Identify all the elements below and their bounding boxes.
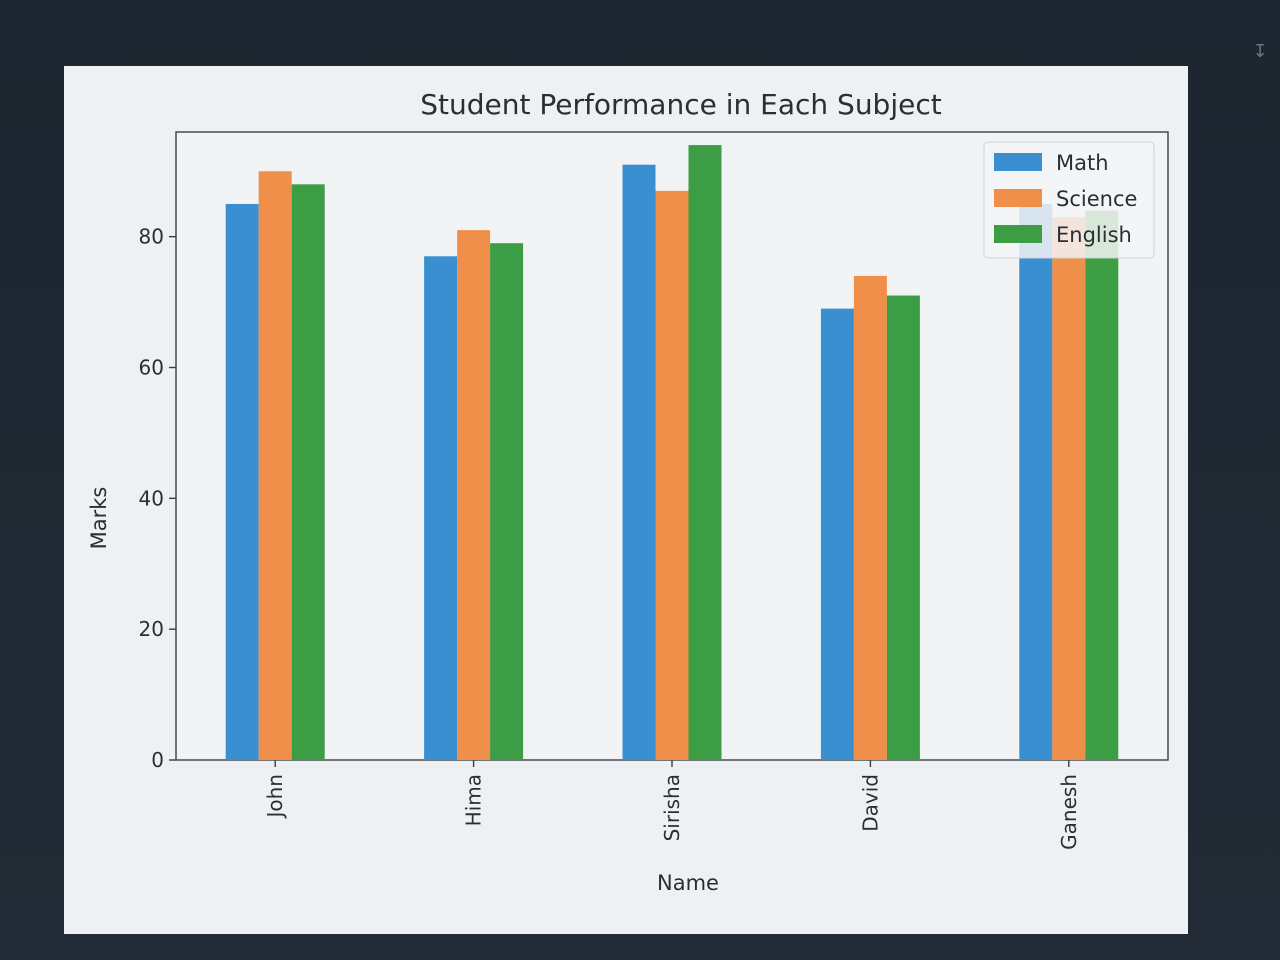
bar-math-david — [820, 308, 854, 760]
y-tick-label: 80 — [139, 225, 164, 249]
bar-english-sirisha — [688, 145, 722, 760]
y-tick-label: 20 — [139, 617, 164, 641]
bar-english-john — [291, 184, 325, 760]
bar-science-sirisha — [655, 190, 689, 760]
bar-science-ganesh — [1052, 217, 1086, 760]
bar-english-david — [886, 295, 920, 760]
download-icon[interactable]: ↧ — [1252, 41, 1268, 62]
legend-swatch-math — [994, 153, 1042, 171]
x-axis-label: Name — [657, 871, 719, 895]
bar-science-john — [258, 171, 292, 760]
legend-label-science: Science — [1056, 187, 1137, 211]
bar-math-john — [225, 203, 259, 761]
legend-swatch-english — [994, 225, 1042, 243]
legend-label-english: English — [1056, 223, 1132, 247]
bar-english-hima — [490, 243, 524, 761]
bar-science-hima — [457, 230, 491, 760]
x-tick-label: John — [263, 774, 287, 820]
bar-math-ganesh — [1019, 203, 1053, 761]
y-tick-label: 40 — [139, 486, 164, 510]
bar-chart: Student Performance in Each Subject Mark… — [87, 88, 1169, 895]
plot-area: 0 20 40 60 80 John Hima Sirisha David Ganesh Math S… — [139, 131, 1169, 850]
y-tick-label: 60 — [139, 356, 164, 380]
legend-swatch-science — [994, 189, 1042, 207]
y-axis-label: Marks — [87, 487, 111, 550]
bar-math-hima — [424, 256, 458, 760]
chart-figure: Student Performance in Each Subject Mark… — [64, 66, 1188, 934]
bar-math-sirisha — [622, 164, 656, 760]
bar-science-david — [853, 275, 887, 760]
y-tick-label: 0 — [151, 748, 164, 772]
bar-english-ganesh — [1085, 210, 1119, 760]
x-tick-label: David — [858, 774, 882, 832]
x-tick-label: Sirisha — [660, 774, 684, 841]
chart-title: Student Performance in Each Subject — [420, 88, 941, 121]
x-tick-label: Ganesh — [1057, 774, 1081, 850]
x-tick-label: Hima — [462, 774, 486, 826]
legend-label-math: Math — [1056, 151, 1109, 175]
